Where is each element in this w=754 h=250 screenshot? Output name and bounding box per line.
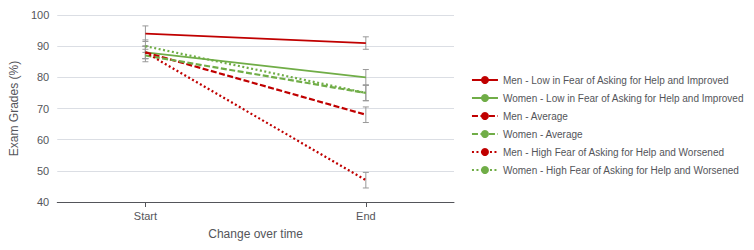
svg-text:90: 90 <box>37 40 49 52</box>
svg-text:40: 40 <box>37 196 49 208</box>
svg-text:Women - High Fear of Asking fo: Women - High Fear of Asking for Help and… <box>503 165 739 176</box>
svg-text:50: 50 <box>37 165 49 177</box>
svg-text:Change over time: Change over time <box>208 227 303 241</box>
svg-text:Start: Start <box>134 210 157 222</box>
svg-text:End: End <box>356 210 376 222</box>
svg-text:70: 70 <box>37 103 49 115</box>
svg-text:100: 100 <box>31 9 49 21</box>
svg-text:60: 60 <box>37 134 49 146</box>
svg-text:Women - Low in Fear of Asking: Women - Low in Fear of Asking for Help a… <box>503 93 743 104</box>
svg-text:Women - Average: Women - Average <box>503 129 583 140</box>
svg-text:80: 80 <box>37 71 49 83</box>
svg-text:Men - High Fear of Asking for: Men - High Fear of Asking for Help and W… <box>503 147 724 158</box>
svg-text:Men - Low in Fear of Asking fo: Men - Low in Fear of Asking for Help and… <box>503 75 729 86</box>
svg-text:Exam Grades (%): Exam Grades (%) <box>7 61 21 156</box>
svg-text:Men - Average: Men - Average <box>503 111 568 122</box>
